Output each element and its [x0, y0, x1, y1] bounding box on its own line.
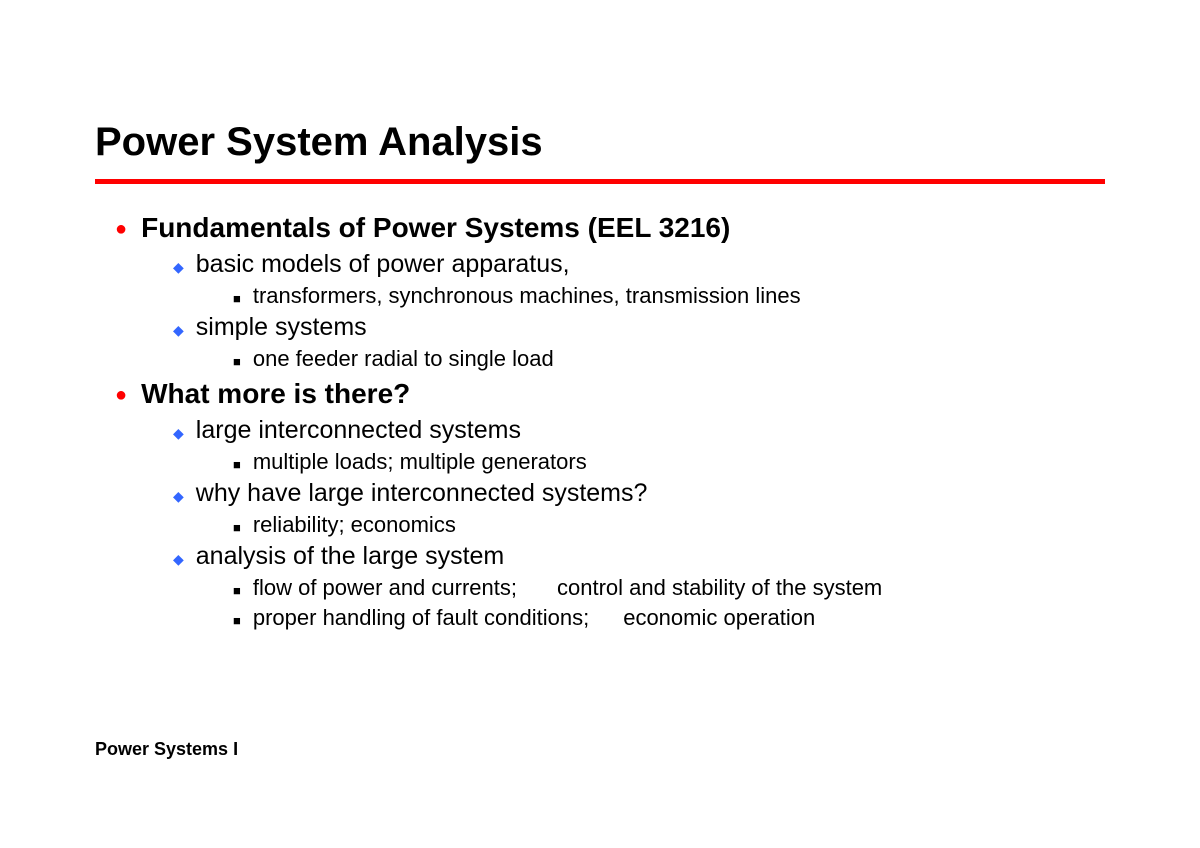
square-bullet-icon: ■ [233, 614, 241, 627]
diamond-bullet-icon: ◆ [173, 260, 184, 274]
list-text: multiple loads; multiple generators [253, 449, 587, 475]
list-text: transformers, synchronous machines, tran… [253, 283, 801, 309]
list-text: analysis of the large system [196, 542, 504, 571]
list-item: ◆ large interconnected systems [173, 416, 1105, 445]
list-text: large interconnected systems [196, 416, 521, 445]
diamond-bullet-icon: ◆ [173, 426, 184, 440]
list-text: flow of power and currents;control and s… [253, 575, 882, 601]
square-bullet-icon: ■ [233, 584, 241, 597]
list-item: ● Fundamentals of Power Systems (EEL 321… [115, 212, 1105, 244]
circle-bullet-icon: ● [115, 385, 127, 405]
list-text: why have large interconnected systems? [196, 479, 648, 508]
slide-content: ● Fundamentals of Power Systems (EEL 321… [95, 212, 1105, 631]
diamond-bullet-icon: ◆ [173, 552, 184, 566]
list-item: ■ reliability; economics [233, 512, 1105, 538]
list-item: ■ flow of power and currents;control and… [233, 575, 1105, 601]
list-text: one feeder radial to single load [253, 346, 554, 372]
slide-title: Power System Analysis [95, 120, 1105, 165]
slide-footer: Power Systems I [95, 739, 238, 760]
list-text: What more is there? [141, 378, 410, 410]
list-text: basic models of power apparatus, [196, 250, 570, 279]
square-bullet-icon: ■ [233, 521, 241, 534]
list-item: ◆ analysis of the large system [173, 542, 1105, 571]
list-text: proper handling of fault conditions;econ… [253, 605, 815, 631]
list-item: ◆ why have large interconnected systems? [173, 479, 1105, 508]
square-bullet-icon: ■ [233, 292, 241, 305]
diamond-bullet-icon: ◆ [173, 323, 184, 337]
list-text: simple systems [196, 313, 367, 342]
list-item: ● What more is there? [115, 378, 1105, 410]
list-item: ■ multiple loads; multiple generators [233, 449, 1105, 475]
diamond-bullet-icon: ◆ [173, 489, 184, 503]
list-item: ■ transformers, synchronous machines, tr… [233, 283, 1105, 309]
title-underline [95, 179, 1105, 184]
square-bullet-icon: ■ [233, 355, 241, 368]
circle-bullet-icon: ● [115, 219, 127, 239]
list-item: ■ proper handling of fault conditions;ec… [233, 605, 1105, 631]
list-item: ◆ simple systems [173, 313, 1105, 342]
square-bullet-icon: ■ [233, 458, 241, 471]
list-item: ◆ basic models of power apparatus, [173, 250, 1105, 279]
list-item: ■ one feeder radial to single load [233, 346, 1105, 372]
list-text: reliability; economics [253, 512, 456, 538]
list-text: Fundamentals of Power Systems (EEL 3216) [141, 212, 730, 244]
